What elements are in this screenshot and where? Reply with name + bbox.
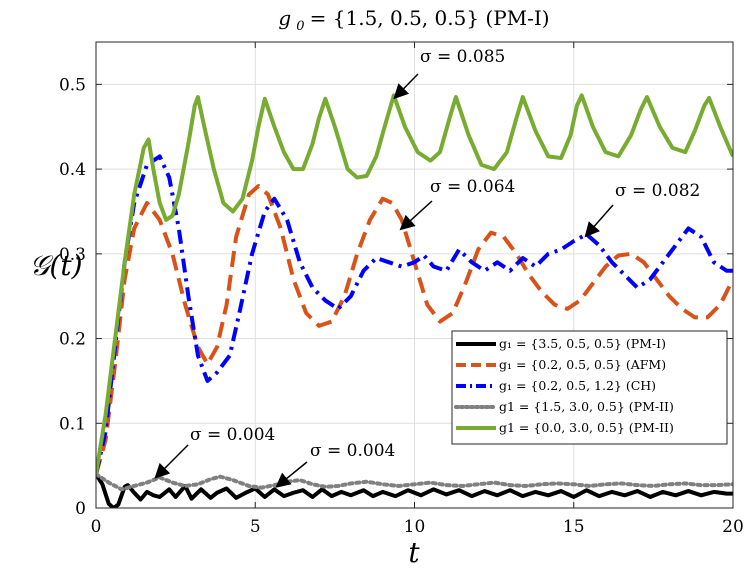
legend-label-2: g₁ = {0.2, 0.5, 1.2} (CH) [499,378,656,393]
annotation-arrow-2 [584,204,614,238]
x-tick-label-0: 0 [91,517,102,537]
x-axis-label: t [408,536,420,569]
chart-title: g 0 = {1.5, 0.5, 0.5} (PM-I) [278,6,549,34]
annotation-label-2: σ = 0.082 [615,181,700,201]
x-tick-label-4: 20 [722,517,744,537]
annotation-arrow-3 [154,444,189,479]
series-line-4 [96,93,733,475]
y-tick-label-2: 0.2 [59,330,86,350]
y-tick-label-0: 0 [75,499,86,519]
annotation-label-4: σ = 0.004 [310,441,395,461]
legend-label-1: g₁ = {0.2, 0.5, 0.5} (AFM) [499,357,666,372]
x-tick-label-1: 5 [250,517,261,537]
x-tick-label-3: 15 [563,517,585,537]
y-tick-label-4: 0.4 [59,160,86,180]
legend: g₁ = {3.5, 0.5, 0.5} (PM-I) g₁ = {0.2, 0.… [451,330,728,445]
tick-layer: 0 5 10 15 20 0 0.1 0.2 0.3 0.4 0.5 [59,42,744,537]
series-line-1 [96,184,733,475]
annotation-label-3: σ = 0.004 [190,425,275,445]
annotation-arrow-0 [393,73,419,100]
y-tick-label-5: 0.5 [59,75,86,95]
annotation-arrow-4 [275,461,308,488]
y-tick-label-1: 0.1 [59,414,86,434]
y-tick-label-3: 0.3 [59,245,86,265]
annotation-label-0: σ = 0.085 [420,47,505,67]
legend-box [451,330,728,445]
legend-label-3: g1 = {1.5, 3.0, 0.5} (PM-II) [499,399,674,414]
y-axis-label: 𝒢(t) [29,249,82,282]
legend-label-0: g₁ = {3.5, 0.5, 0.5} (PM-I) [499,336,666,351]
annotation-label-1: σ = 0.064 [430,177,515,197]
legend-label-4: g1 = {0.0, 3.0, 0.5} (PM-II) [499,420,674,435]
series-line-3 [96,472,733,492]
annotation-arrow-1 [399,200,433,231]
annotation-layer: σ = 0.085 σ = 0.064 σ = 0.082 σ = 0.004 σ = … [154,47,700,488]
series-line-0 [96,473,733,508]
series-line-2 [96,154,733,475]
series-layer [96,93,733,508]
legend-items: g₁ = {3.5, 0.5, 0.5} (PM-I) g₁ = {0.2, 0.… [454,336,674,435]
x-tick-label-2: 10 [404,517,426,537]
